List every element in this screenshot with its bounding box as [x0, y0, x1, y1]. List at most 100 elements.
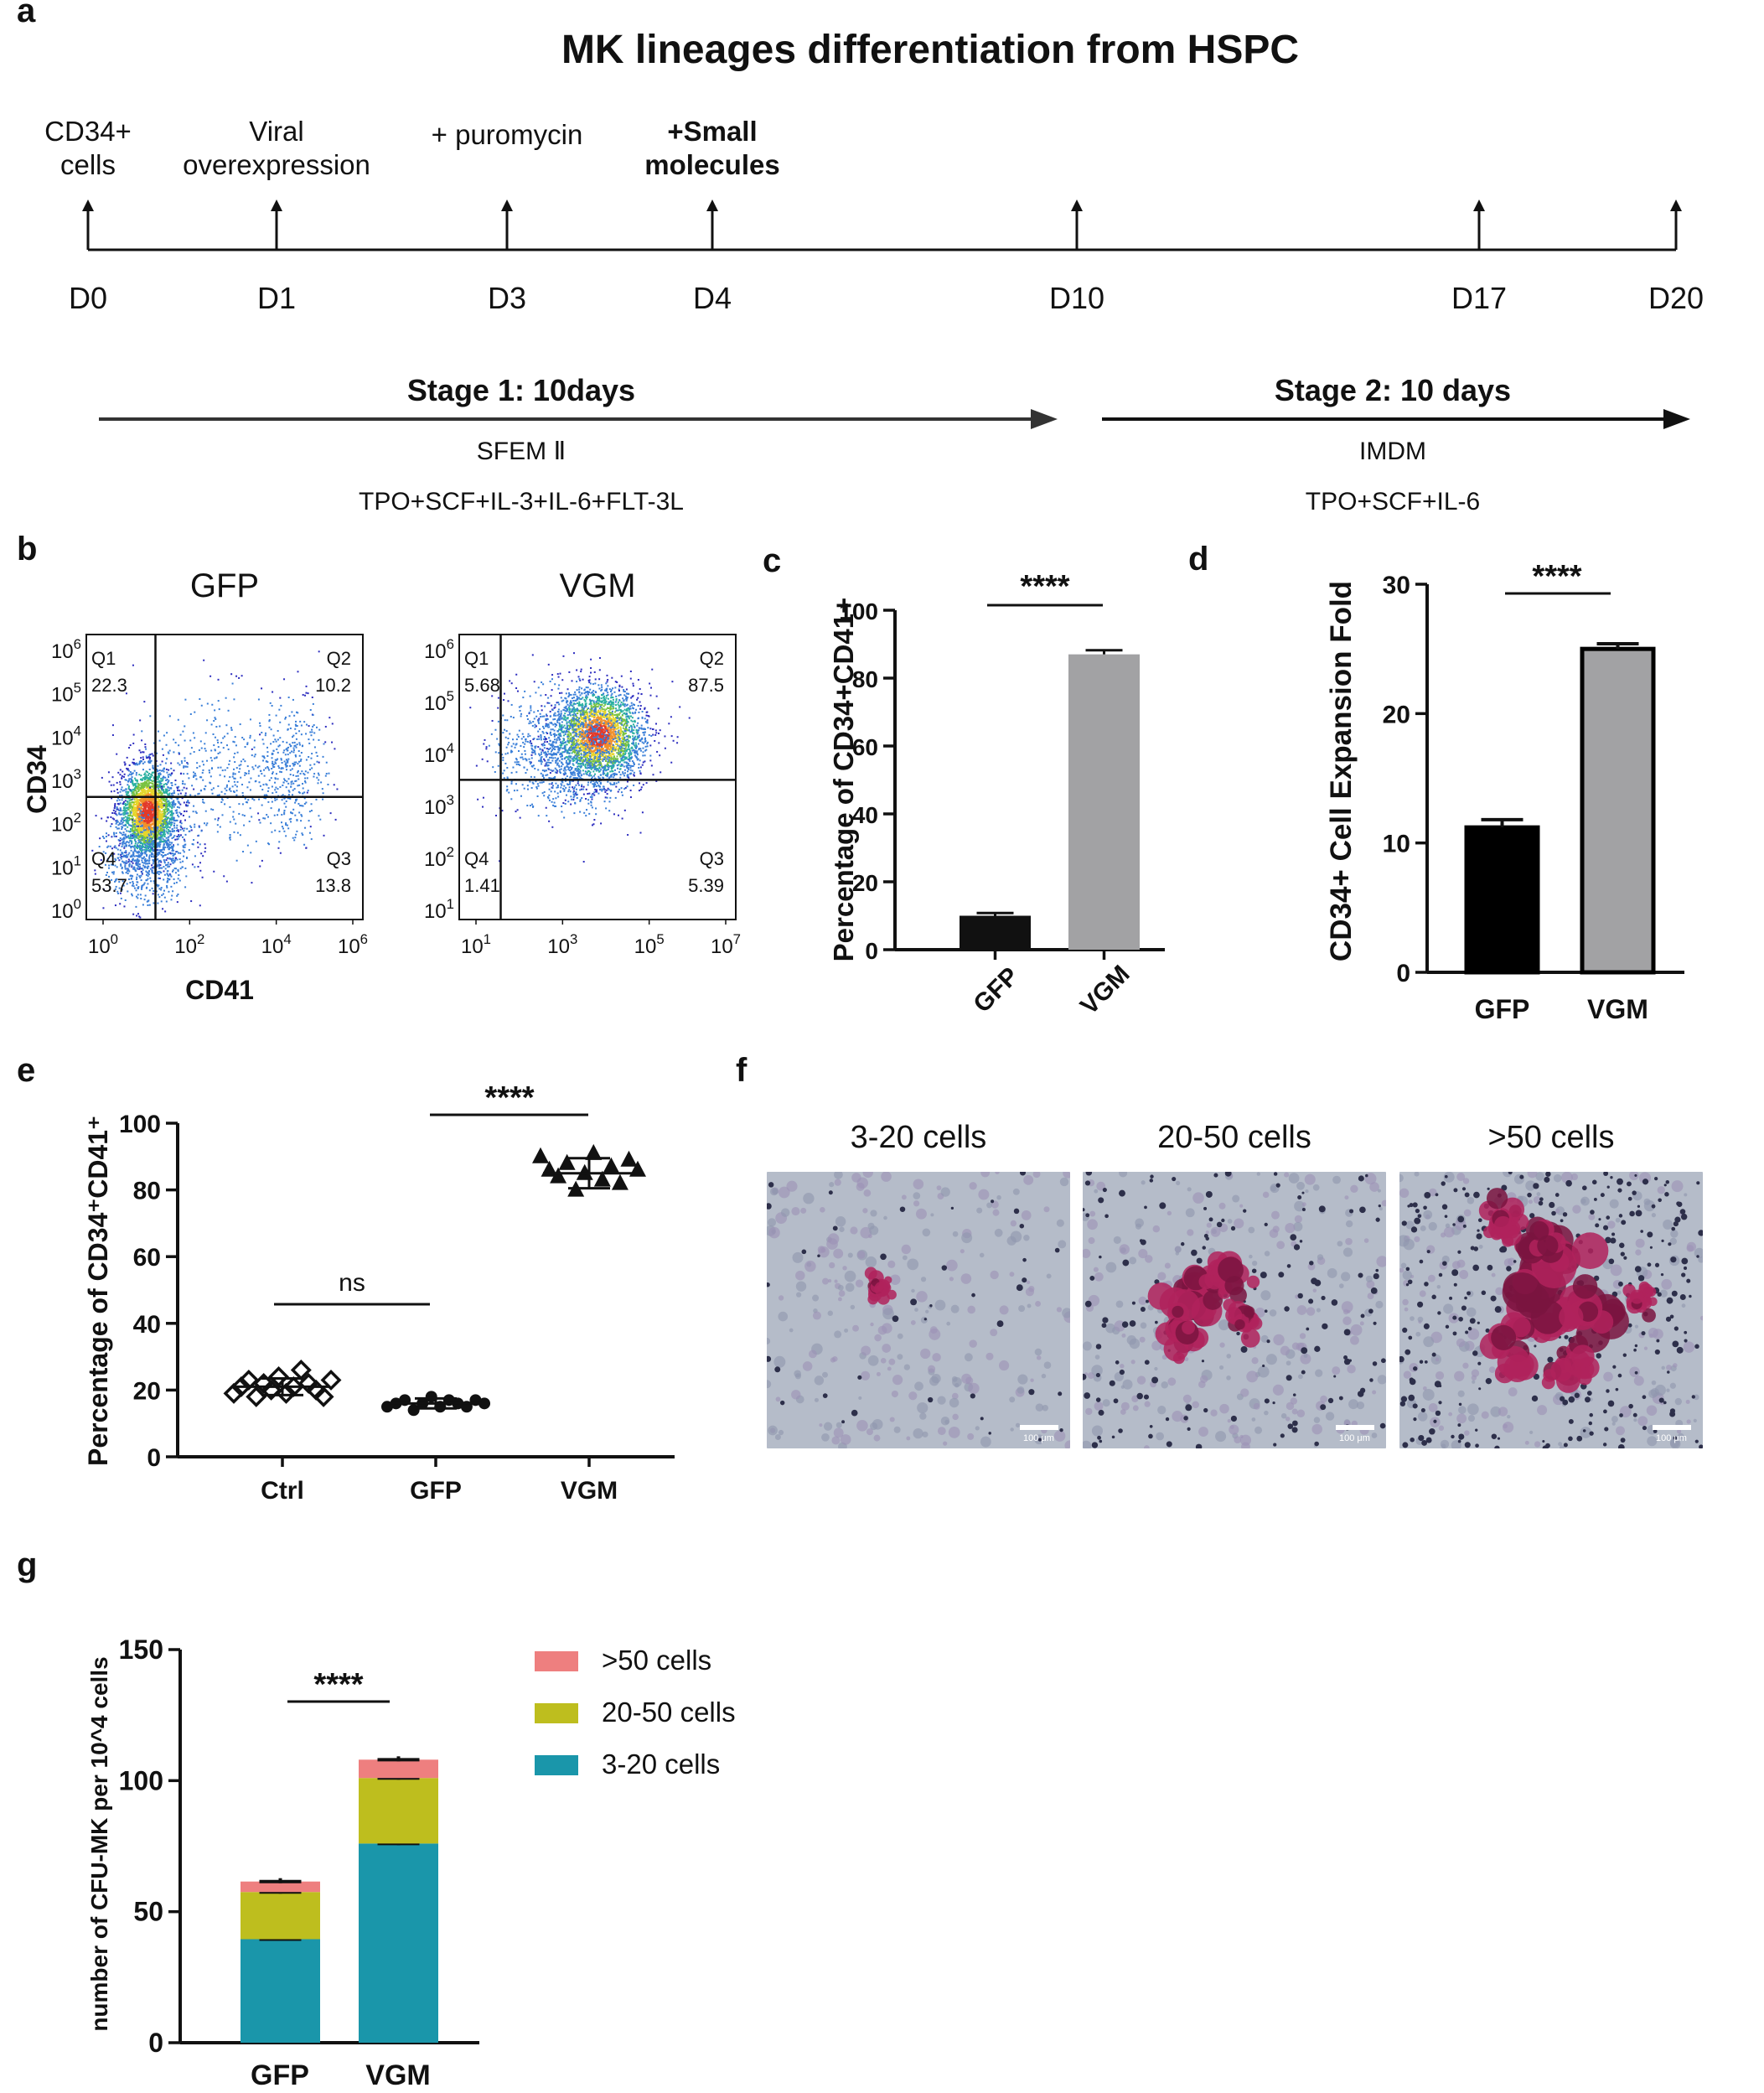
flow-event-dot — [142, 827, 145, 830]
flow-event-dot — [594, 749, 597, 752]
flow-event-dot — [144, 798, 147, 800]
flow-event-dot — [124, 813, 127, 816]
flow-event-dot — [183, 851, 185, 853]
flow-event-dot — [272, 749, 275, 752]
flow-event-dot — [293, 839, 296, 842]
flow-event-dot — [609, 718, 612, 720]
flow-event-dot — [140, 830, 142, 832]
flow-event-dot — [149, 806, 152, 809]
flow-event-dot — [138, 774, 141, 776]
flow-event-dot — [177, 797, 179, 800]
flow-event-dot — [157, 857, 159, 860]
flow-event-dot — [127, 784, 129, 786]
flow-event-dot — [131, 835, 133, 837]
flow-event-dot — [133, 834, 136, 837]
flow-event-dot — [162, 856, 164, 858]
flow-event-dot — [579, 711, 582, 713]
flow-event-dot — [151, 799, 153, 801]
flow-event-dot — [273, 797, 276, 800]
flow-event-dot — [146, 811, 148, 814]
flow-event-dot — [199, 869, 202, 872]
flow-event-dot — [214, 736, 216, 738]
flow-event-dot — [165, 841, 168, 843]
flow-event-dot — [127, 792, 129, 795]
flow-event-dot — [233, 791, 235, 794]
flow-event-dot — [328, 717, 331, 719]
flow-event-dot — [644, 707, 646, 709]
flow-event-dot — [268, 843, 271, 846]
flow-event-dot — [101, 836, 104, 838]
flow-event-dot — [166, 846, 168, 848]
flow-event-dot — [146, 840, 148, 842]
flow-event-dot — [158, 810, 160, 812]
flow-event-dot — [142, 813, 145, 816]
flow-event-dot — [157, 764, 159, 767]
flow-event-dot — [289, 727, 292, 729]
flow-event-dot — [568, 707, 571, 710]
flow-event-dot — [241, 803, 244, 806]
flow-event-dot — [158, 769, 161, 772]
flow-event-dot — [101, 776, 103, 779]
flow-event-dot — [147, 794, 150, 796]
flow-event-dot — [140, 868, 142, 870]
flow-event-dot — [179, 825, 182, 827]
flow-event-dot — [143, 806, 146, 808]
flow-event-dot — [153, 902, 155, 904]
flow-event-dot — [584, 711, 587, 713]
flow-event-dot — [199, 776, 202, 779]
flow-event-dot — [119, 783, 122, 785]
flow-event-dot — [130, 805, 132, 807]
flow-event-dot — [590, 714, 592, 717]
flow-event-dot — [124, 816, 127, 818]
flow-event-dot — [620, 754, 623, 757]
flow-event-dot — [134, 809, 137, 811]
flow-event-dot — [158, 896, 161, 899]
flow-event-dot — [167, 863, 169, 866]
flow-event-dot — [126, 794, 128, 796]
flow-event-dot — [159, 859, 162, 862]
flow-event-dot — [174, 852, 177, 855]
flow-event-dot — [148, 854, 151, 857]
flow-event-dot — [210, 768, 213, 770]
flow-event-dot — [287, 790, 290, 792]
flow-event-dot — [147, 780, 150, 782]
flow-event-dot — [168, 752, 170, 754]
flow-event-dot — [181, 789, 184, 791]
flow-event-dot — [589, 762, 592, 764]
flow-event-dot — [135, 863, 137, 866]
flow-event-dot — [311, 753, 313, 755]
flow-event-dot — [152, 795, 154, 797]
flow-event-dot — [152, 794, 154, 796]
flow-event-dot — [308, 820, 310, 822]
flow-event-dot — [200, 776, 203, 779]
flow-event-dot — [167, 751, 169, 754]
flow-event-dot — [148, 785, 151, 788]
flow-event-dot — [132, 803, 135, 806]
flow-event-dot — [283, 813, 286, 816]
flow-event-dot — [627, 748, 629, 750]
flow-event-dot — [239, 768, 241, 770]
flow-event-dot — [148, 856, 151, 858]
flow-event-dot — [177, 852, 179, 854]
flow-event-dot — [127, 801, 129, 804]
flow-event-dot — [257, 698, 260, 701]
flow-event-dot — [147, 860, 150, 863]
flow-plot-frame — [458, 634, 737, 920]
flow-event-dot — [126, 790, 128, 793]
flow-event-dot — [139, 847, 142, 850]
flow-event-dot — [148, 828, 151, 831]
flow-event-dot — [116, 890, 119, 893]
flow-event-dot — [549, 772, 551, 775]
flow-event-dot — [166, 884, 168, 887]
flow-event-dot — [159, 805, 162, 807]
flow-event-dot — [638, 748, 640, 750]
flow-event-dot — [150, 832, 153, 834]
flow-event-dot — [574, 693, 577, 696]
flow-event-dot — [159, 824, 162, 826]
flow-event-dot — [125, 807, 127, 810]
flow-event-dot — [137, 854, 140, 857]
flow-event-dot — [242, 851, 245, 853]
panel-letter-c: c — [763, 542, 781, 579]
flow-event-dot — [133, 769, 136, 772]
flow-event-dot — [556, 739, 558, 742]
